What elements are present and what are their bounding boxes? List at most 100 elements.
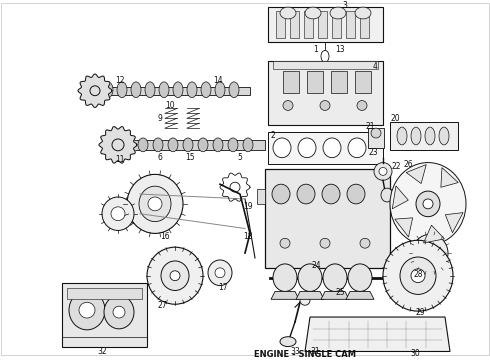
Polygon shape: [296, 292, 324, 299]
Text: 23: 23: [368, 148, 378, 157]
Bar: [307, 71, 323, 93]
Bar: [95, 87, 250, 95]
Text: 5: 5: [238, 153, 243, 162]
Ellipse shape: [139, 186, 171, 222]
Bar: [360, 11, 369, 37]
Ellipse shape: [103, 82, 113, 98]
Polygon shape: [406, 165, 426, 184]
Ellipse shape: [131, 82, 141, 98]
Text: 30: 30: [410, 349, 420, 358]
Text: 33: 33: [290, 347, 300, 356]
Text: 17: 17: [218, 283, 228, 292]
Bar: [268, 61, 383, 125]
Ellipse shape: [90, 86, 100, 96]
Text: 24: 24: [311, 261, 321, 270]
Bar: [331, 71, 347, 93]
Text: 11: 11: [115, 155, 125, 164]
Bar: [368, 128, 384, 148]
Bar: [346, 11, 355, 37]
Ellipse shape: [102, 197, 134, 230]
Ellipse shape: [298, 138, 316, 158]
Ellipse shape: [371, 128, 381, 138]
Ellipse shape: [173, 82, 183, 98]
Ellipse shape: [161, 261, 189, 291]
Ellipse shape: [112, 139, 124, 151]
Polygon shape: [392, 186, 408, 209]
Ellipse shape: [273, 264, 297, 292]
Ellipse shape: [383, 240, 453, 311]
Ellipse shape: [357, 100, 367, 111]
Ellipse shape: [411, 269, 425, 283]
Ellipse shape: [423, 199, 433, 209]
Ellipse shape: [228, 138, 238, 152]
Ellipse shape: [360, 238, 370, 248]
Polygon shape: [321, 292, 349, 299]
Ellipse shape: [79, 302, 95, 318]
Text: 9: 9: [158, 114, 163, 123]
Text: 4: 4: [372, 62, 377, 71]
Polygon shape: [346, 292, 374, 299]
Ellipse shape: [69, 291, 105, 330]
Bar: [390, 122, 458, 150]
Text: 19: 19: [243, 202, 253, 211]
Text: 26: 26: [403, 160, 413, 169]
Text: 12: 12: [115, 76, 125, 85]
Bar: [332, 11, 341, 37]
Ellipse shape: [229, 82, 239, 98]
Bar: [67, 288, 142, 299]
Bar: [62, 283, 147, 347]
Ellipse shape: [111, 207, 125, 221]
Text: 6: 6: [158, 153, 163, 162]
Ellipse shape: [272, 184, 290, 204]
Ellipse shape: [145, 82, 155, 98]
Text: 20: 20: [390, 114, 400, 123]
Ellipse shape: [320, 238, 330, 248]
Text: 10: 10: [165, 101, 175, 110]
Bar: [257, 189, 265, 204]
Ellipse shape: [379, 167, 387, 175]
Ellipse shape: [138, 138, 148, 152]
Bar: [268, 132, 383, 163]
Text: 15: 15: [185, 153, 195, 162]
Ellipse shape: [183, 138, 193, 152]
Ellipse shape: [127, 174, 183, 233]
Ellipse shape: [439, 127, 449, 145]
Text: ENGINE - SINGLE CAM: ENGINE - SINGLE CAM: [254, 350, 356, 359]
Text: 3: 3: [342, 1, 347, 10]
Ellipse shape: [104, 296, 134, 329]
Ellipse shape: [422, 245, 438, 261]
Text: 13: 13: [335, 45, 345, 54]
Ellipse shape: [411, 127, 421, 145]
Text: 18: 18: [243, 232, 253, 241]
Text: 27: 27: [157, 301, 167, 310]
Ellipse shape: [117, 82, 127, 98]
Ellipse shape: [330, 278, 336, 284]
Ellipse shape: [273, 138, 291, 158]
Bar: [283, 71, 299, 93]
Ellipse shape: [425, 127, 435, 145]
Ellipse shape: [201, 82, 211, 98]
Ellipse shape: [298, 264, 322, 292]
Bar: [273, 61, 378, 69]
Ellipse shape: [170, 271, 180, 281]
Ellipse shape: [358, 278, 364, 284]
Bar: [290, 11, 299, 37]
Ellipse shape: [274, 278, 280, 284]
Ellipse shape: [208, 260, 232, 285]
Text: 25: 25: [335, 288, 345, 297]
Ellipse shape: [330, 7, 346, 19]
Polygon shape: [441, 168, 458, 187]
Ellipse shape: [280, 238, 290, 248]
Ellipse shape: [215, 268, 225, 278]
Text: 1: 1: [314, 45, 318, 54]
Text: 2: 2: [270, 131, 275, 140]
Bar: [390, 189, 398, 204]
Ellipse shape: [283, 100, 293, 111]
Ellipse shape: [323, 264, 347, 292]
Ellipse shape: [187, 82, 197, 98]
Ellipse shape: [400, 257, 436, 294]
Ellipse shape: [147, 247, 203, 304]
Ellipse shape: [390, 163, 466, 245]
Ellipse shape: [416, 191, 440, 217]
Ellipse shape: [300, 296, 310, 305]
